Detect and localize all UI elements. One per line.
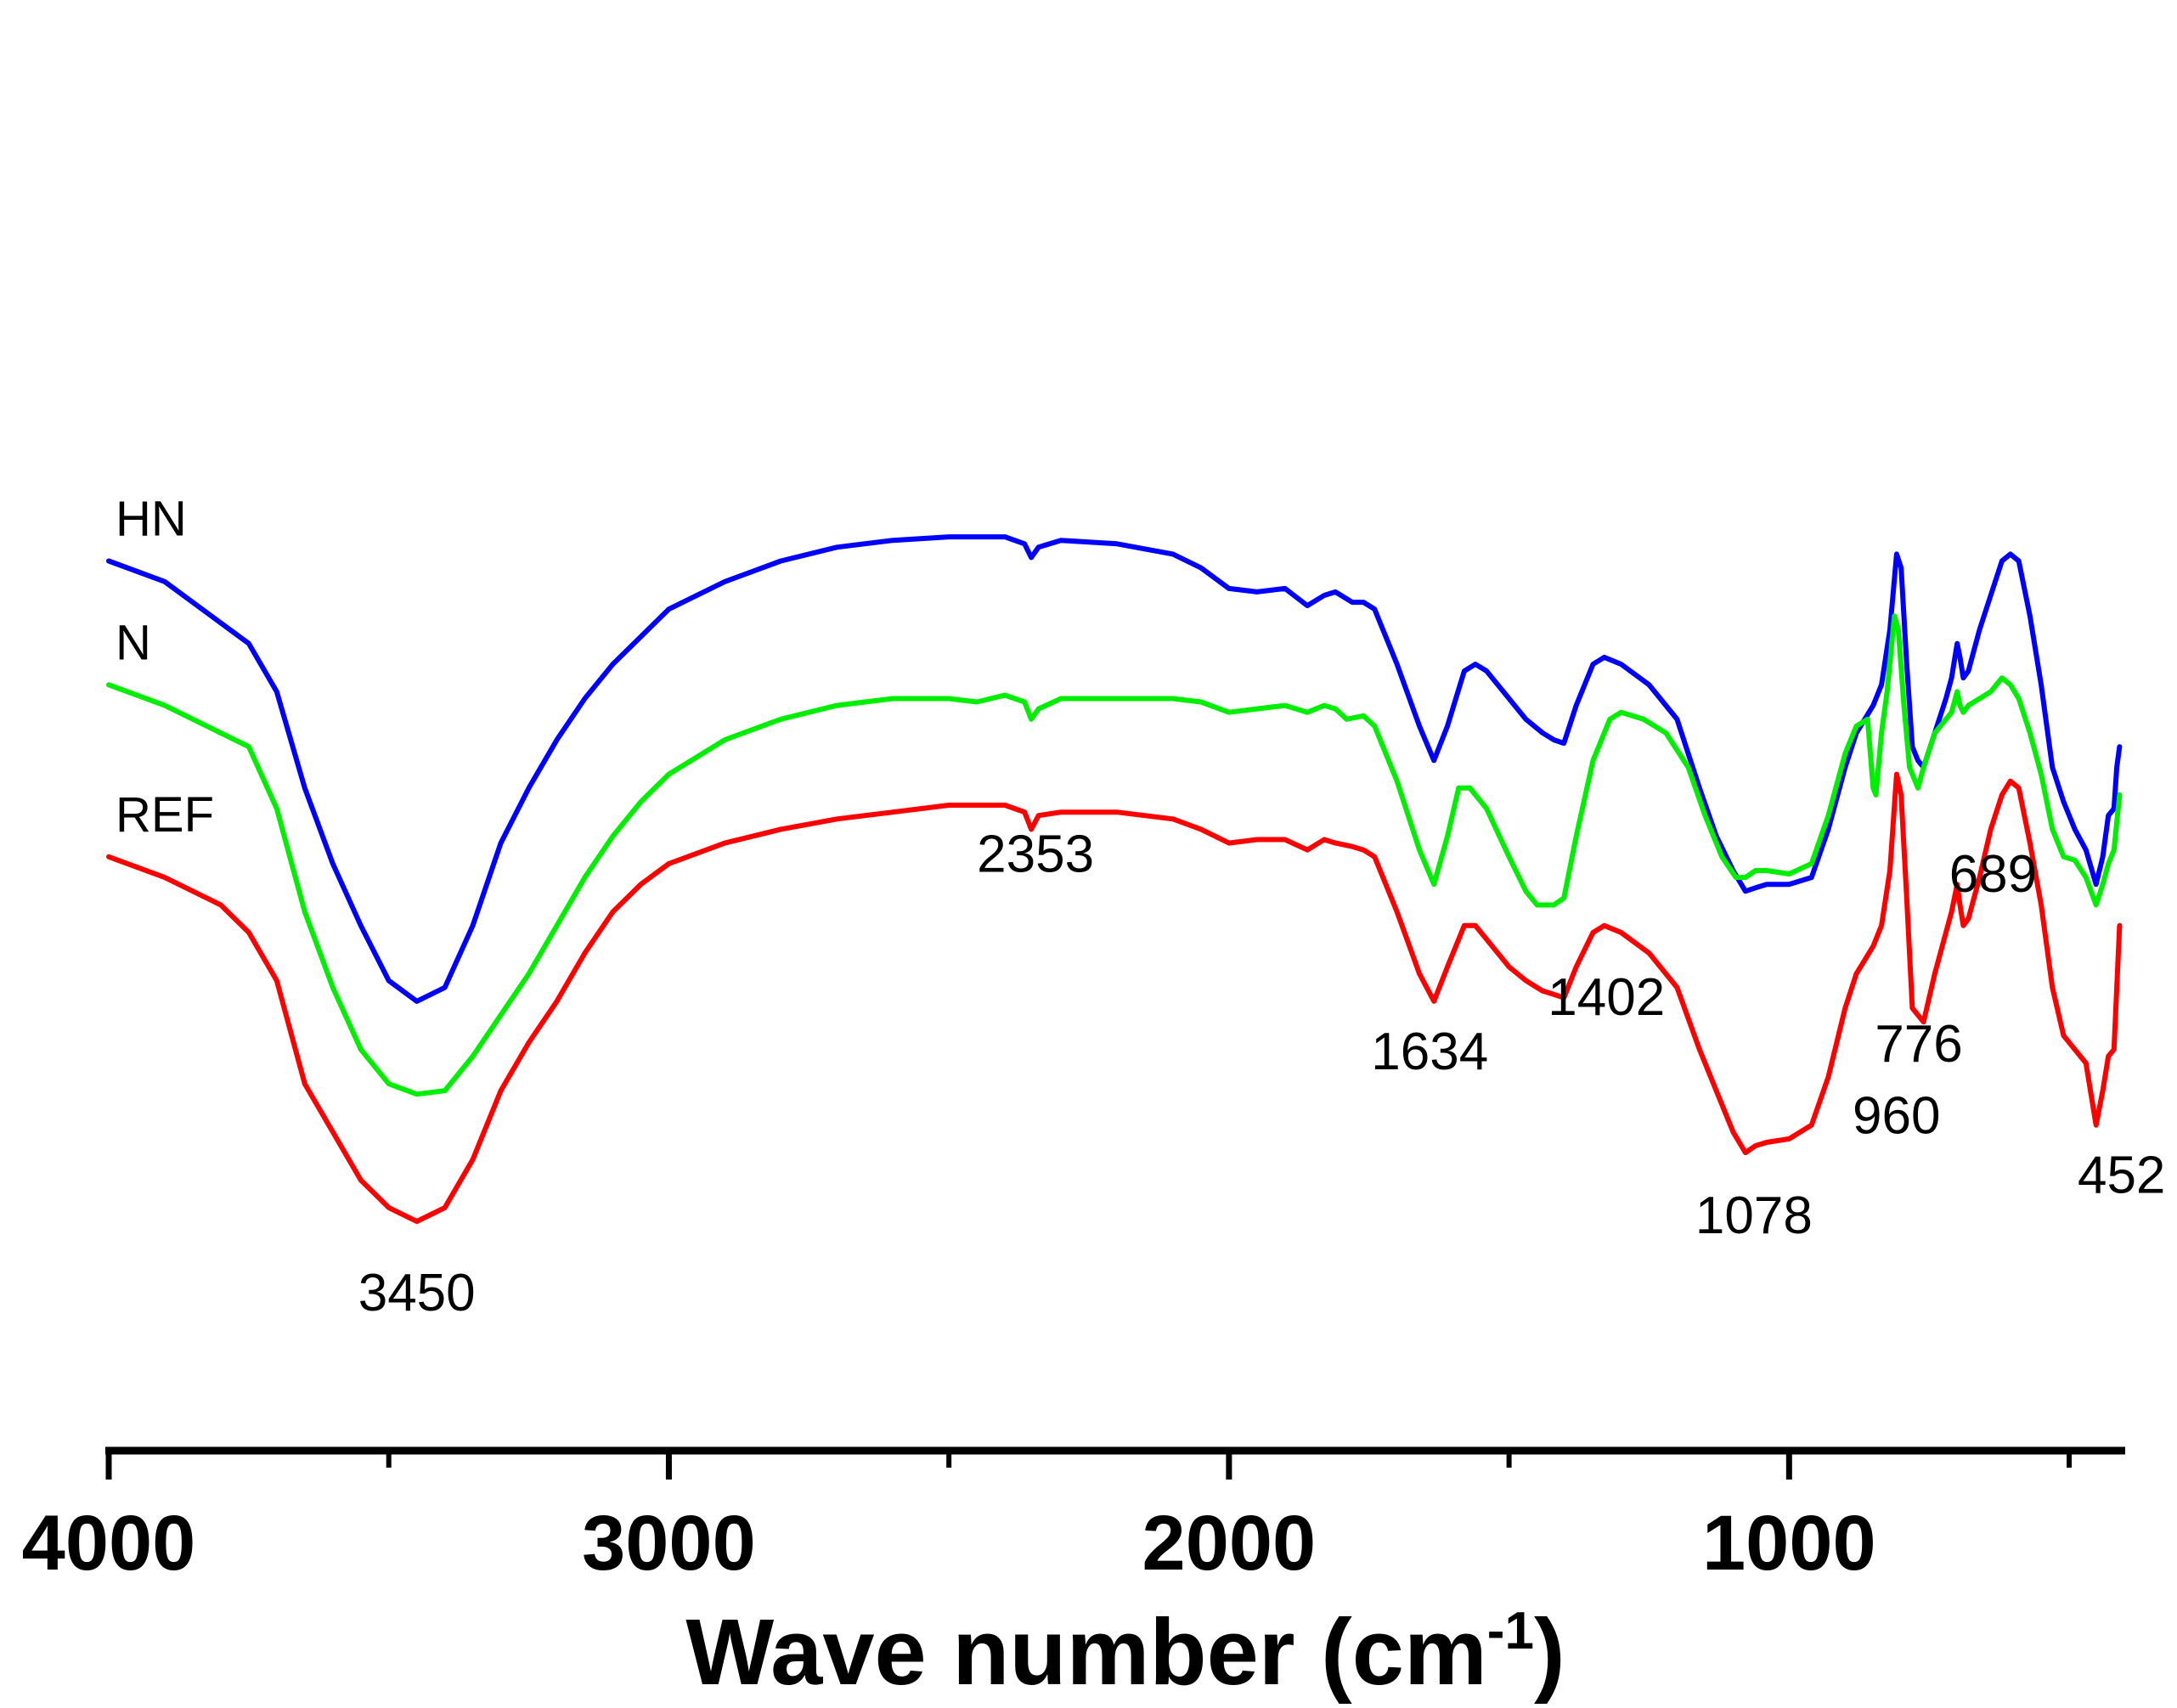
series-label-layer: HN N REF bbox=[116, 492, 214, 843]
x-tick-label-2000: 2000 bbox=[1142, 1500, 1317, 1587]
peak-label-3450: 3450 bbox=[358, 1264, 476, 1322]
x-axis-title-text: Wave number (cm bbox=[685, 1600, 1486, 1705]
x-tick-label-4000: 4000 bbox=[22, 1500, 196, 1587]
peak-label-689: 689 bbox=[1949, 845, 2037, 904]
series-line-hn bbox=[106, 534, 2123, 1004]
x-axis: 4000 3000 2000 1000 bbox=[22, 1446, 2125, 1587]
series-label-hn: HN bbox=[116, 492, 187, 547]
peak-annotation-layer: 3450 2353 1634 1402 1078 960 776 689 452 bbox=[358, 825, 2166, 1322]
series-layer bbox=[106, 534, 2123, 1225]
peak-label-776: 776 bbox=[1875, 1015, 1962, 1074]
series-label-n: N bbox=[116, 615, 151, 670]
series-line-ref bbox=[106, 771, 2123, 1225]
peak-label-960: 960 bbox=[1853, 1087, 1940, 1146]
x-axis-title: Wave number (cm-1) bbox=[685, 1600, 1565, 1705]
peak-label-452: 452 bbox=[2078, 1147, 2165, 1205]
x-axis-title-suffix: ) bbox=[1534, 1600, 1565, 1705]
x-axis-title-superscript: -1 bbox=[1487, 1602, 1534, 1660]
peak-label-2353: 2353 bbox=[977, 825, 1094, 883]
series-label-ref: REF bbox=[116, 787, 214, 843]
x-tick-label-3000: 3000 bbox=[582, 1500, 756, 1587]
peak-label-1402: 1402 bbox=[1548, 968, 1665, 1027]
x-tick-label-1000: 1000 bbox=[1702, 1500, 1876, 1587]
series-line-n bbox=[106, 613, 2123, 1097]
peak-label-1634: 1634 bbox=[1371, 1023, 1488, 1081]
peak-label-1078: 1078 bbox=[1695, 1187, 1813, 1245]
